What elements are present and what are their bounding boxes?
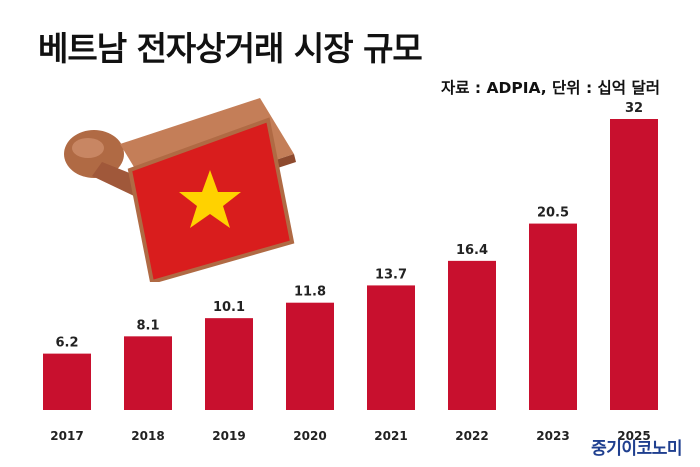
bar-value-label: 13.7 [375, 267, 407, 282]
x-tick-label: 2017 [50, 429, 83, 443]
bar-2017 [43, 353, 91, 410]
x-tick-label: 2019 [212, 429, 245, 443]
x-tick-label: 2020 [293, 429, 326, 443]
bar-value-label: 20.5 [537, 206, 569, 221]
x-tick-label: 2022 [455, 429, 488, 443]
bar-2018 [124, 336, 172, 410]
x-tick-label: 2018 [131, 429, 164, 443]
bar-value-label: 10.1 [213, 300, 245, 315]
bar-value-label: 32 [625, 101, 643, 116]
bar-value-label: 11.8 [294, 285, 326, 300]
bar-value-label: 6.2 [55, 336, 78, 351]
x-tick-label: 2025 [617, 429, 650, 443]
x-tick-label: 2021 [374, 429, 407, 443]
bar-2025 [610, 119, 658, 410]
bar-2023 [529, 223, 577, 410]
bar-2019 [205, 318, 253, 410]
bar-value-label: 8.1 [136, 318, 159, 333]
bar-2022 [448, 260, 496, 410]
bar-2020 [286, 302, 334, 410]
chart-title: 베트남 전자상거래 시장 규모 [38, 29, 423, 68]
source-unit-note: 자료 : ADPIA, 단위 : 십억 달러 [440, 79, 660, 97]
watermark: 중기이코노미 [591, 439, 682, 459]
bar-value-label: 16.4 [456, 243, 488, 258]
bar-2021 [367, 285, 415, 410]
x-tick-label: 2023 [536, 429, 569, 443]
vietnam-flag-stamp-icon [64, 98, 296, 282]
